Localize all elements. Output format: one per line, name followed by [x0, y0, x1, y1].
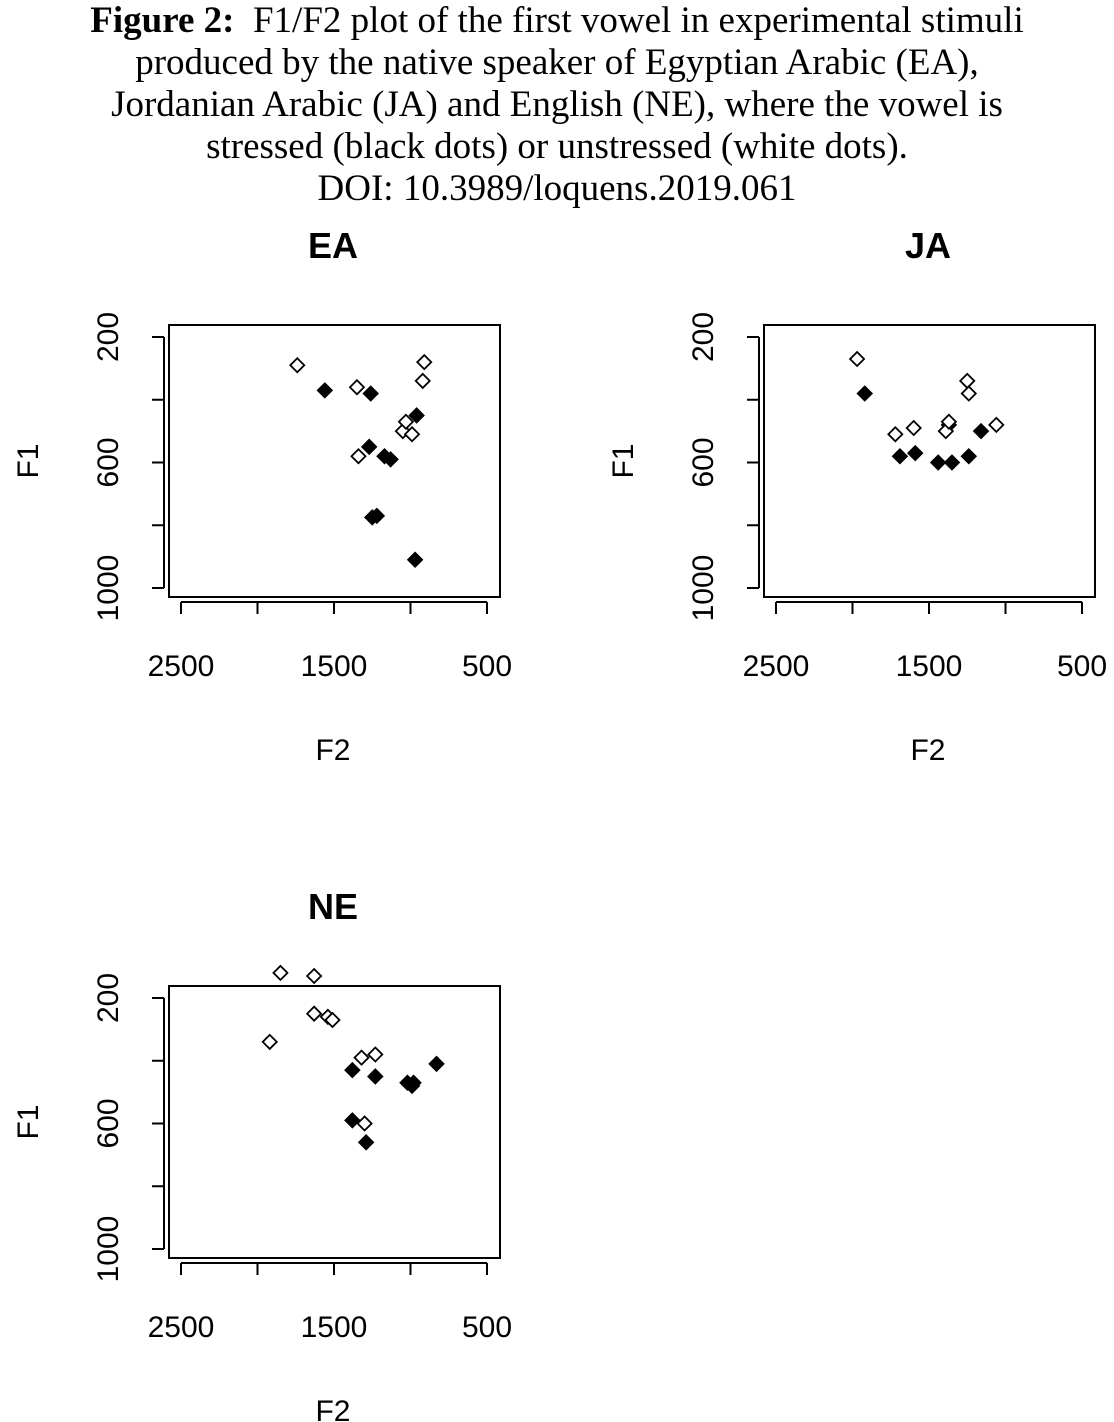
x-axis-label: F2 [315, 734, 350, 767]
unstressed-data-point [305, 967, 323, 985]
caption-line-1-text: F1/F2 plot of the first vowel in experim… [252, 0, 1024, 41]
stressed-data-point [405, 1074, 422, 1091]
stressed-data-point [362, 385, 379, 402]
stressed-data-point [357, 1134, 375, 1151]
x-tick-label: 500 [462, 650, 512, 683]
stressed-data-point [344, 1112, 361, 1129]
stressed-data-point [856, 385, 874, 402]
unstressed-data-point [324, 1011, 341, 1029]
unstressed-data-point [397, 413, 415, 430]
chart-title: JA [905, 225, 951, 266]
unstressed-data-point [887, 425, 904, 443]
chart-title: EA [308, 225, 358, 266]
stressed-data-point [368, 507, 386, 525]
stressed-data-point [382, 451, 399, 468]
y-axis-label: F1 [607, 443, 640, 478]
stressed-data-point [972, 422, 990, 440]
unstressed-data-point [905, 419, 922, 437]
x-tick-label: 500 [1057, 650, 1107, 683]
caption-line-1: Figure 2: F1/F2 plot of the first vowel … [0, 0, 1114, 42]
unstressed-data-point [960, 385, 978, 402]
x-tick-label: 2500 [148, 1311, 215, 1344]
plot-frame [168, 985, 501, 1259]
y-tick-label: 600 [687, 437, 720, 487]
unstressed-data-point [305, 1005, 323, 1022]
y-tick-label: 200 [687, 312, 720, 362]
x-axis-label: F2 [315, 1395, 350, 1422]
y-tick-label: 200 [92, 973, 125, 1023]
unstressed-data-point [350, 447, 367, 465]
figure-caption: Figure 2: F1/F2 plot of the first vowel … [0, 0, 1114, 210]
unstressed-data-point [958, 372, 976, 390]
unstressed-data-point [415, 353, 433, 371]
stressed-data-point [960, 447, 978, 465]
unstressed-data-point [261, 1033, 279, 1051]
y-tick-label: 200 [92, 312, 125, 362]
stressed-data-point [360, 438, 378, 456]
plot-frame [168, 324, 501, 598]
unstressed-data-point [940, 413, 958, 430]
unstressed-data-point [353, 1049, 370, 1066]
stressed-data-point [344, 1061, 361, 1079]
caption-label: Figure 2: [90, 0, 235, 41]
stressed-data-point [406, 551, 424, 569]
unstressed-data-point [272, 964, 289, 982]
chart-panel-ne: NE 2500 1500 500 200 600 1000 F2 F1 [12, 886, 512, 1422]
stressed-data-point [891, 447, 909, 465]
chart-panel-ea: EA 2500 1500 500 200 600 1000 F2 F1 [12, 225, 512, 767]
stressed-data-point [408, 407, 425, 424]
y-axis-label: F1 [12, 443, 45, 478]
stressed-data-point [943, 454, 961, 471]
unstressed-data-point [988, 416, 1005, 434]
unstressed-data-point [367, 1046, 384, 1063]
caption-line-4: stressed (black dots) or unstressed (whi… [206, 126, 908, 167]
caption-line-5: DOI: 10.3989/loquens.2019.061 [317, 168, 797, 209]
x-axis-label: F2 [910, 734, 945, 767]
y-tick-label: 600 [92, 437, 125, 487]
x-tick-label: 1500 [301, 1311, 368, 1344]
plot-frame [763, 324, 1096, 598]
unstressed-data-point [348, 378, 366, 396]
x-tick-label: 2500 [148, 650, 215, 683]
y-axis-label: F1 [12, 1104, 45, 1139]
stressed-data-point [906, 444, 924, 462]
caption-line-3: Jordanian Arabic (JA) and English (NE), … [111, 84, 1003, 125]
x-tick-label: 1500 [896, 650, 963, 683]
chart-title: NE [308, 886, 358, 927]
unstressed-data-point [848, 350, 866, 368]
y-tick-label: 1000 [92, 555, 125, 622]
x-tick-label: 500 [462, 1311, 512, 1344]
unstressed-data-point [356, 1115, 373, 1132]
stressed-data-point [316, 382, 334, 399]
x-tick-label: 1500 [301, 650, 368, 683]
y-tick-label: 1000 [687, 555, 720, 622]
unstressed-data-point [414, 372, 432, 390]
caption-line-2: produced by the native speaker of Egypti… [135, 42, 979, 83]
y-tick-label: 1000 [92, 1216, 125, 1283]
x-tick-label: 2500 [743, 650, 810, 683]
stressed-data-point [428, 1055, 445, 1073]
chart-panel-ja: JA 2500 1500 500 200 600 1000 F2 F1 [607, 225, 1107, 767]
unstressed-data-point [289, 356, 306, 374]
y-tick-label: 600 [92, 1098, 125, 1148]
unstressed-data-point [403, 425, 421, 443]
stressed-data-point [929, 454, 947, 471]
stressed-data-point [367, 1068, 384, 1085]
